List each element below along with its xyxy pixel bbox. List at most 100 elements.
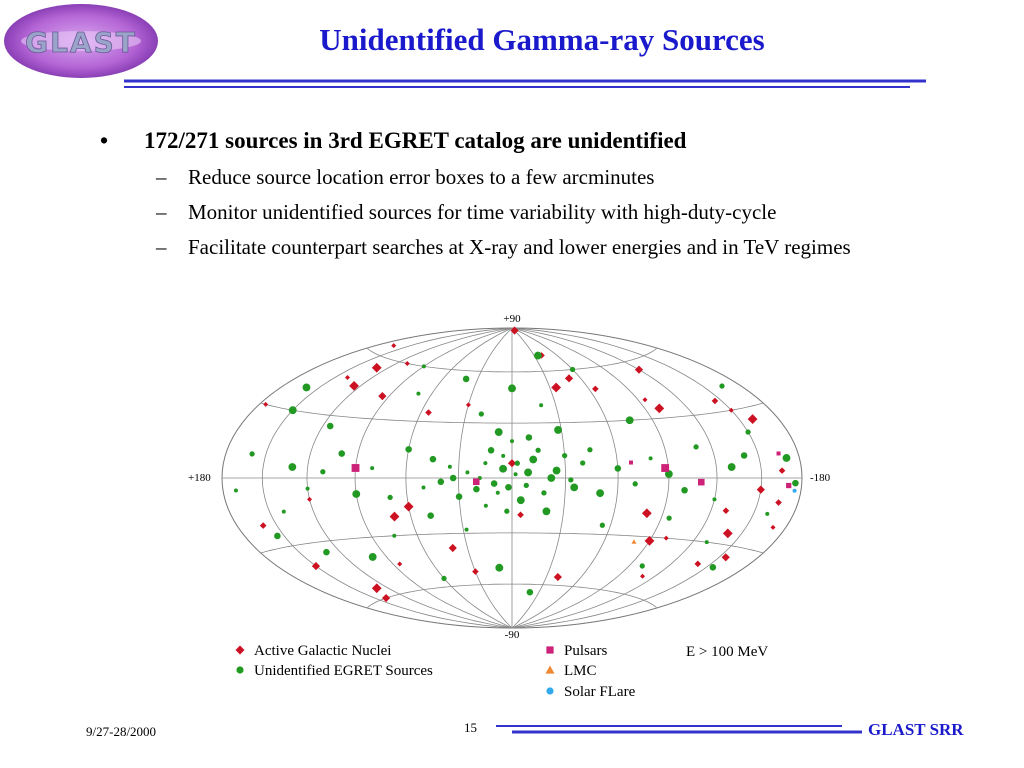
parallel-line xyxy=(260,532,764,554)
unid-marker xyxy=(352,490,361,498)
footer-org: GLAST SRR xyxy=(868,720,964,739)
unid-marker xyxy=(416,391,421,396)
unid-marker xyxy=(704,540,709,545)
agn-marker xyxy=(371,362,382,373)
page-number: 15 xyxy=(464,720,477,735)
agn-marker xyxy=(345,374,351,380)
unid-marker xyxy=(487,446,495,454)
pulsar-marker xyxy=(697,478,705,486)
map-markers xyxy=(233,326,799,603)
unid-marker xyxy=(614,465,622,472)
unid-marker xyxy=(792,479,799,487)
unid-marker xyxy=(541,490,547,496)
lmc-marker xyxy=(631,539,637,544)
legend-unid-swatch xyxy=(236,666,244,674)
agn-marker xyxy=(722,507,730,515)
footer-rule xyxy=(496,725,862,734)
unid-marker xyxy=(501,453,506,458)
unid-marker xyxy=(552,466,561,475)
agn-marker xyxy=(654,403,665,414)
unid-marker xyxy=(233,488,238,493)
unid-marker xyxy=(569,366,576,373)
agn-marker xyxy=(259,522,267,529)
unid-marker xyxy=(580,460,586,466)
unid-marker xyxy=(490,480,498,487)
unid-marker xyxy=(483,503,488,508)
footer-date: 9/27-28/2000 xyxy=(86,724,157,739)
unid-marker xyxy=(483,461,488,466)
unid-marker xyxy=(524,468,533,477)
sub-bullet: – Reduce source location error boxes to … xyxy=(98,162,978,192)
agn-marker xyxy=(311,561,321,571)
unid-marker xyxy=(516,496,525,505)
unid-marker xyxy=(464,527,469,532)
unid-marker xyxy=(740,452,748,459)
unid-marker xyxy=(326,422,334,430)
agn-marker xyxy=(517,511,524,519)
unid-marker xyxy=(596,489,605,498)
agn-marker xyxy=(448,543,457,553)
agn-marker xyxy=(770,524,776,530)
agn-marker xyxy=(634,365,644,374)
agn-marker xyxy=(553,572,562,582)
unid-marker xyxy=(542,507,551,516)
unid-marker xyxy=(562,452,568,459)
parallel-line xyxy=(366,347,658,373)
unid-marker xyxy=(370,466,375,471)
logo-text: GLAST xyxy=(25,26,137,59)
unid-marker xyxy=(632,481,638,487)
unid-marker xyxy=(441,575,447,582)
unid-marker xyxy=(392,533,397,538)
axis-label-left: +180 xyxy=(188,472,211,484)
header-rule xyxy=(124,79,926,88)
slide-title: Unidentified Gamma-ray Sources xyxy=(319,22,765,57)
unid-marker xyxy=(782,454,791,462)
unid-marker xyxy=(570,483,579,492)
unid-marker xyxy=(639,563,645,569)
axis-label-right: -180 xyxy=(810,472,831,484)
agn-marker xyxy=(391,343,397,349)
unid-marker xyxy=(302,383,311,392)
unid-marker xyxy=(666,515,672,521)
agn-marker xyxy=(472,568,479,575)
unid-marker xyxy=(513,472,518,477)
unid-marker xyxy=(535,447,541,453)
agn-marker xyxy=(711,397,719,405)
agn-marker xyxy=(564,374,574,383)
agn-marker xyxy=(404,360,410,366)
agn-marker xyxy=(465,402,471,408)
agn-marker xyxy=(694,560,702,568)
unid-marker xyxy=(529,455,538,464)
parallel-line xyxy=(260,402,764,424)
unid-marker xyxy=(547,474,556,482)
agn-marker xyxy=(389,511,400,522)
unid-marker xyxy=(526,588,534,596)
agn-marker xyxy=(349,381,359,391)
energy-label: E > 100 MeV xyxy=(686,644,768,660)
unid-marker xyxy=(421,485,426,490)
unid-marker xyxy=(478,411,484,417)
unid-marker xyxy=(368,553,377,561)
unid-marker xyxy=(709,564,717,571)
unid-marker xyxy=(274,532,281,540)
unid-marker xyxy=(525,434,533,441)
legend-agn-label: Active Galactic Nuclei xyxy=(254,643,391,659)
unid-marker xyxy=(599,522,605,528)
unid-marker xyxy=(745,429,751,435)
legend-pulsar-label: Pulsars xyxy=(564,643,608,659)
solar-marker xyxy=(792,488,797,493)
sub-bullet-text: Monitor unidentified sources for time va… xyxy=(188,200,777,224)
unid-marker xyxy=(539,403,544,408)
sub-bullet-text: Reduce source location error boxes to a … xyxy=(188,165,655,189)
agn-marker xyxy=(640,573,646,579)
sub-bullet: – Monitor unidentified sources for time … xyxy=(98,197,978,227)
pulsar-marker xyxy=(786,482,792,489)
unid-marker xyxy=(681,486,688,494)
agn-marker xyxy=(641,508,652,519)
unid-marker xyxy=(305,486,310,491)
unid-marker xyxy=(429,455,437,463)
unid-marker xyxy=(455,493,463,500)
agn-marker xyxy=(263,401,269,407)
unid-marker xyxy=(473,485,480,493)
unid-marker xyxy=(719,383,725,389)
